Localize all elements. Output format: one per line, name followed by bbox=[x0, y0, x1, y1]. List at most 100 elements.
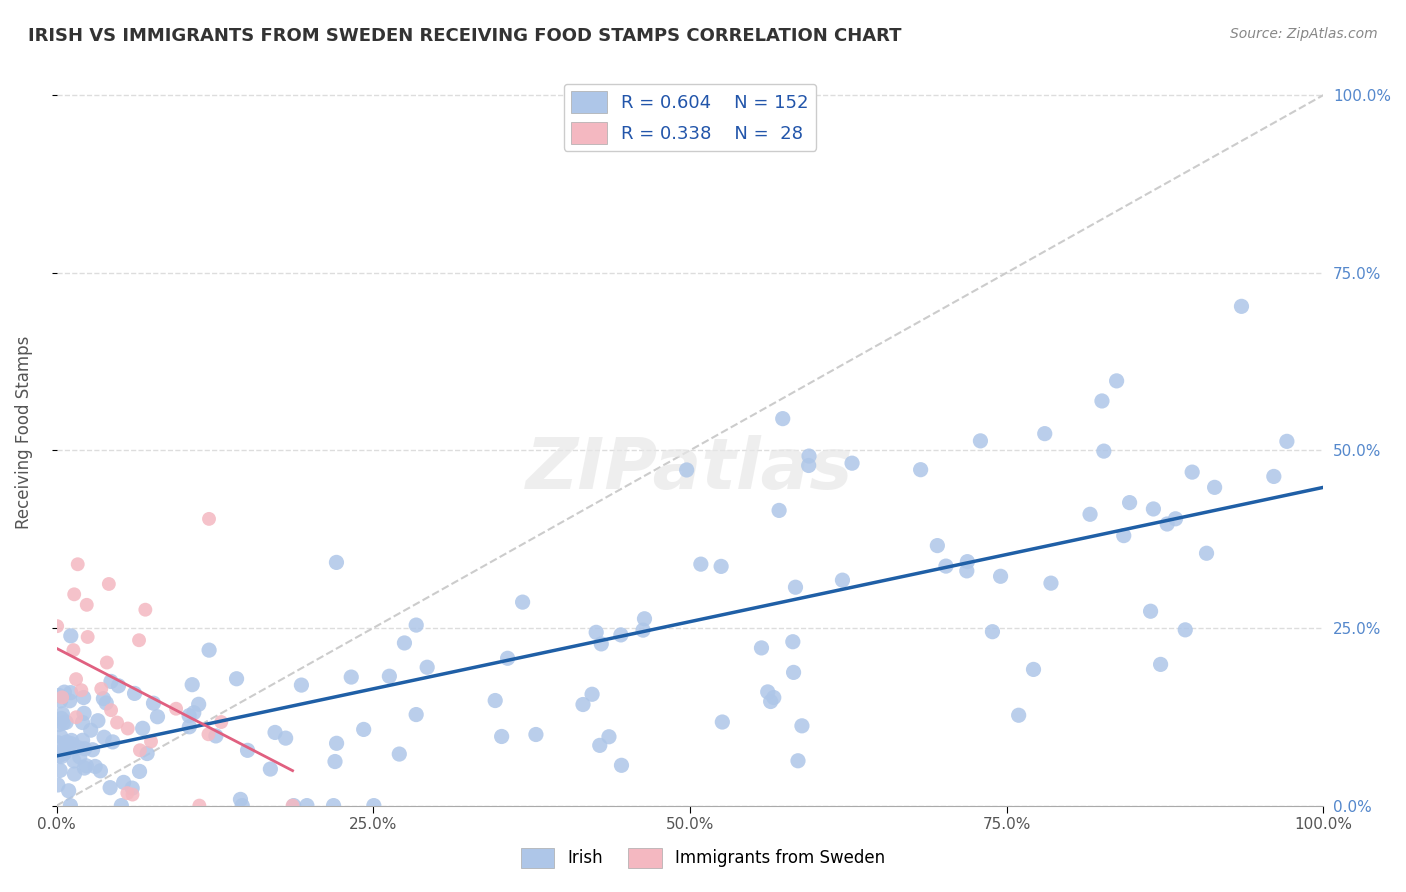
Point bbox=[1022, 662, 1045, 676]
Point bbox=[59, 694, 82, 708]
Point bbox=[53, 746, 76, 760]
Point bbox=[990, 569, 1012, 583]
Point bbox=[110, 798, 132, 813]
Point bbox=[82, 743, 104, 757]
Point bbox=[51, 711, 73, 725]
Point bbox=[572, 698, 595, 712]
Point bbox=[935, 559, 957, 574]
Point bbox=[295, 798, 318, 813]
Text: Source: ZipAtlas.com: Source: ZipAtlas.com bbox=[1230, 27, 1378, 41]
Point bbox=[711, 714, 734, 729]
Point bbox=[598, 730, 620, 744]
Point bbox=[48, 717, 70, 731]
Point bbox=[591, 637, 613, 651]
Point bbox=[782, 634, 804, 648]
Point bbox=[981, 624, 1004, 639]
Point bbox=[49, 730, 72, 744]
Point bbox=[956, 555, 979, 569]
Point bbox=[51, 706, 73, 721]
Point bbox=[128, 764, 150, 779]
Point bbox=[363, 798, 385, 813]
Point bbox=[72, 690, 94, 705]
Point bbox=[73, 741, 96, 756]
Point bbox=[236, 743, 259, 757]
Point bbox=[1230, 299, 1253, 313]
Point bbox=[188, 798, 211, 813]
Point bbox=[1078, 508, 1101, 522]
Point bbox=[60, 737, 83, 751]
Point bbox=[46, 778, 69, 792]
Point bbox=[112, 775, 135, 789]
Point bbox=[124, 686, 146, 700]
Point bbox=[66, 558, 89, 572]
Point bbox=[65, 710, 87, 724]
Point bbox=[969, 434, 991, 448]
Point bbox=[63, 767, 86, 781]
Point bbox=[209, 714, 232, 729]
Point bbox=[205, 729, 228, 743]
Point bbox=[105, 715, 128, 730]
Point bbox=[76, 630, 98, 644]
Point bbox=[48, 748, 70, 763]
Point bbox=[610, 758, 633, 772]
Point bbox=[1174, 623, 1197, 637]
Point bbox=[831, 573, 853, 587]
Point bbox=[52, 746, 75, 760]
Point bbox=[181, 678, 204, 692]
Point bbox=[1112, 528, 1135, 542]
Point bbox=[55, 735, 77, 749]
Point bbox=[97, 577, 120, 591]
Point bbox=[325, 736, 347, 750]
Point bbox=[524, 727, 547, 741]
Point bbox=[325, 556, 347, 570]
Point bbox=[756, 685, 779, 699]
Point bbox=[96, 656, 118, 670]
Point bbox=[63, 587, 86, 601]
Point bbox=[197, 727, 219, 741]
Point bbox=[139, 734, 162, 748]
Point bbox=[274, 731, 297, 746]
Point bbox=[107, 679, 129, 693]
Point bbox=[187, 698, 209, 712]
Point bbox=[589, 739, 612, 753]
Point bbox=[70, 683, 93, 698]
Point bbox=[394, 636, 416, 650]
Point bbox=[790, 719, 813, 733]
Point bbox=[496, 651, 519, 665]
Point bbox=[142, 696, 165, 710]
Point bbox=[73, 761, 96, 775]
Point bbox=[785, 580, 807, 594]
Point bbox=[927, 539, 949, 553]
Point bbox=[787, 754, 810, 768]
Point bbox=[782, 665, 804, 680]
Point bbox=[405, 707, 427, 722]
Point bbox=[121, 788, 143, 802]
Point bbox=[69, 750, 91, 764]
Point bbox=[49, 764, 72, 778]
Point bbox=[772, 411, 794, 425]
Point bbox=[1142, 502, 1164, 516]
Point bbox=[1033, 426, 1056, 441]
Point bbox=[1008, 708, 1031, 723]
Point bbox=[631, 623, 654, 637]
Point bbox=[585, 625, 607, 640]
Point bbox=[1156, 516, 1178, 531]
Point bbox=[183, 706, 205, 720]
Point bbox=[956, 564, 979, 578]
Point bbox=[259, 762, 281, 776]
Point bbox=[322, 798, 344, 813]
Point bbox=[76, 598, 98, 612]
Point bbox=[93, 731, 115, 745]
Point bbox=[405, 618, 427, 632]
Point bbox=[353, 723, 375, 737]
Point bbox=[136, 747, 159, 761]
Y-axis label: Receiving Food Stamps: Receiving Food Stamps bbox=[15, 336, 32, 529]
Point bbox=[100, 674, 122, 689]
Point bbox=[323, 755, 346, 769]
Point bbox=[46, 736, 69, 750]
Point bbox=[55, 715, 77, 730]
Point bbox=[231, 798, 253, 813]
Point bbox=[1118, 495, 1140, 509]
Point bbox=[797, 449, 820, 463]
Point bbox=[762, 690, 785, 705]
